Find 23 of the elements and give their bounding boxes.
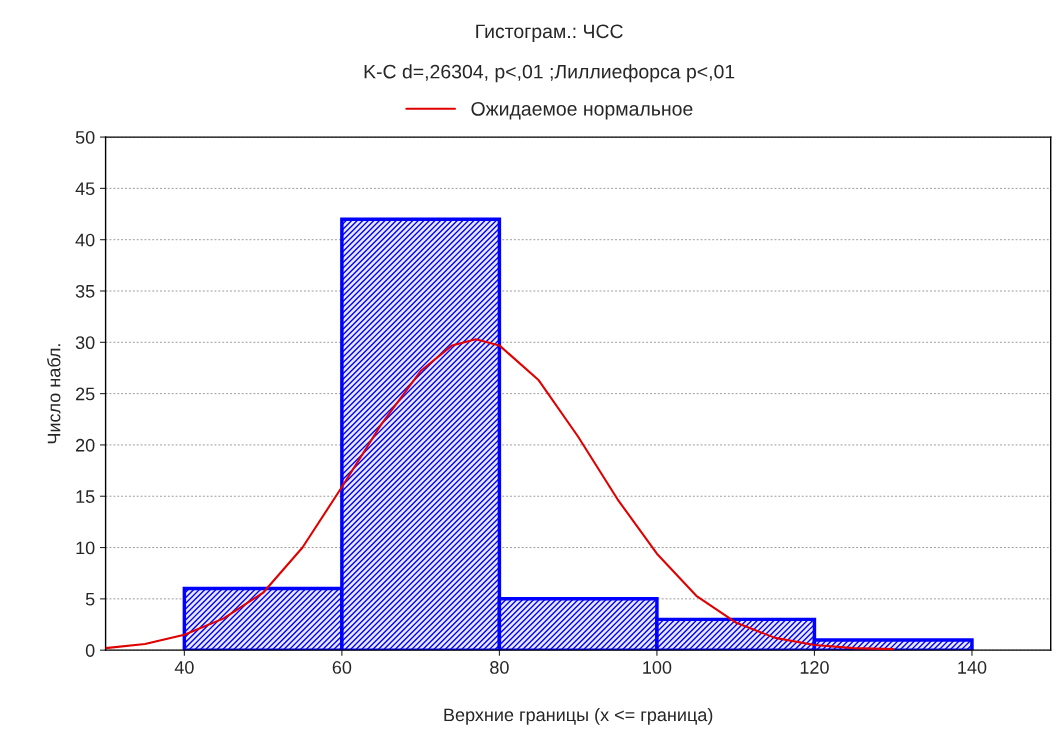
y-tick-label: 10	[76, 541, 95, 555]
legend-label: Ожидаемое нормальное	[471, 101, 693, 120]
x-tick-label: 120	[800, 661, 829, 674]
chart-subtitle: K-C d=,26304, p<,01 ;Лиллиефорса p<,01	[364, 64, 735, 83]
x-tick-label: 140	[958, 661, 987, 674]
x-tick-label: 60	[332, 661, 352, 674]
y-tick-label: 45	[75, 182, 95, 196]
line-series	[105, 338, 895, 651]
y-tick-label: 15	[76, 490, 95, 503]
y-tick-label: 5	[85, 592, 95, 606]
chart-title: Гистограм.: ЧСС	[476, 24, 623, 43]
y-tick-label: 35	[75, 284, 95, 298]
y-tick-label: 0	[85, 644, 95, 657]
y-tick-label: 25	[76, 387, 95, 401]
x-tick-label: 80	[490, 661, 509, 674]
y-tick-label: 40	[75, 233, 95, 247]
x-tick-label: 100	[643, 661, 672, 674]
y-axis-title: Число набл.	[47, 344, 61, 444]
x-tick-label: 40	[174, 661, 194, 674]
y-tick-label: 50	[75, 131, 95, 144]
x-axis-title: Верхние границы (x <= граница)	[444, 707, 713, 725]
y-tick-label: 30	[75, 336, 95, 350]
y-tick-label: 20	[76, 438, 95, 452]
